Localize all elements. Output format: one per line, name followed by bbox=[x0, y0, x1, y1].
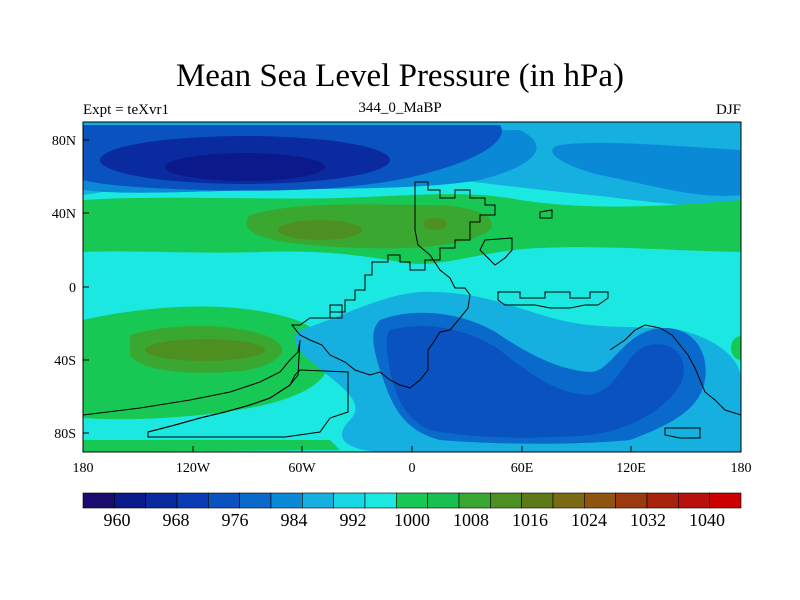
colorbar-label: 960 bbox=[104, 510, 131, 530]
colorbar-label: 1000 bbox=[394, 510, 430, 530]
colorbar-swatch bbox=[302, 492, 334, 509]
south-high-east bbox=[731, 336, 741, 360]
colorbar-label: 1040 bbox=[689, 510, 725, 530]
chart-title: Mean Sea Level Pressure (in hPa) bbox=[175, 58, 625, 94]
colorbar-swatch bbox=[239, 492, 272, 509]
colorbar-swatch bbox=[709, 492, 742, 509]
season-label: DJF bbox=[715, 102, 741, 118]
colorbar bbox=[82, 492, 742, 509]
pressure-field bbox=[83, 122, 741, 452]
colorbar-swatch bbox=[145, 492, 178, 509]
colorbar-label: 984 bbox=[281, 510, 308, 530]
colorbar-label: 1016 bbox=[512, 510, 548, 530]
x-tick-label: 0 bbox=[409, 461, 416, 476]
x-tick-label: 60W bbox=[288, 461, 316, 476]
coastlines bbox=[83, 181, 741, 439]
colorbar-swatch bbox=[396, 492, 428, 509]
x-tick-label: 60E bbox=[511, 461, 534, 476]
colorbar-swatch bbox=[490, 492, 522, 509]
x-tick-label: 180 bbox=[731, 461, 752, 476]
colorbar-label: 968 bbox=[163, 510, 190, 530]
y-tick-label: 40N bbox=[52, 207, 76, 222]
x-tick-marks bbox=[82, 446, 742, 452]
colorbar-label: 1024 bbox=[571, 510, 607, 530]
colorbar-swatch bbox=[427, 492, 460, 509]
colorbar-swatch bbox=[333, 492, 366, 509]
y-tick-label: 80N bbox=[52, 134, 76, 149]
colorbar-swatch bbox=[114, 492, 146, 509]
colorbar-label: 1032 bbox=[630, 510, 666, 530]
colorbar-swatch bbox=[176, 492, 209, 509]
time-label: 344_0_MaBP bbox=[358, 100, 442, 116]
colorbar-swatch bbox=[458, 492, 491, 509]
x-tick-label: 180 bbox=[73, 461, 94, 476]
x-tick-label: 120E bbox=[616, 461, 646, 476]
y-tick-label: 0 bbox=[69, 281, 76, 296]
colorbar-swatch bbox=[208, 492, 240, 509]
colorbar-swatch bbox=[552, 492, 585, 509]
y-tick-label: 80S bbox=[54, 427, 76, 442]
colorbar-swatch bbox=[584, 492, 616, 509]
colorbar-label: 1008 bbox=[453, 510, 489, 530]
colorbar-swatch bbox=[521, 492, 554, 509]
northern-low-core bbox=[165, 153, 325, 181]
colorbar-label: 976 bbox=[222, 510, 249, 530]
colorbar-swatch bbox=[615, 492, 648, 509]
colorbar-swatch bbox=[82, 492, 115, 509]
north-high-core bbox=[278, 220, 362, 240]
north-high-core-2 bbox=[423, 218, 447, 230]
southern-low-984 bbox=[386, 326, 684, 438]
colorbar-swatch bbox=[364, 492, 397, 509]
colorbar-swatch bbox=[646, 492, 679, 509]
colorbar-label: 992 bbox=[340, 510, 367, 530]
y-tick-marks bbox=[83, 139, 89, 434]
x-tick-label: 120W bbox=[176, 461, 211, 476]
colorbar-swatch bbox=[678, 492, 710, 509]
south-high-core bbox=[145, 339, 265, 361]
y-tick-label: 40S bbox=[54, 354, 76, 369]
colorbar-swatch bbox=[270, 492, 303, 509]
experiment-label: Expt = teXvr1 bbox=[83, 102, 169, 118]
